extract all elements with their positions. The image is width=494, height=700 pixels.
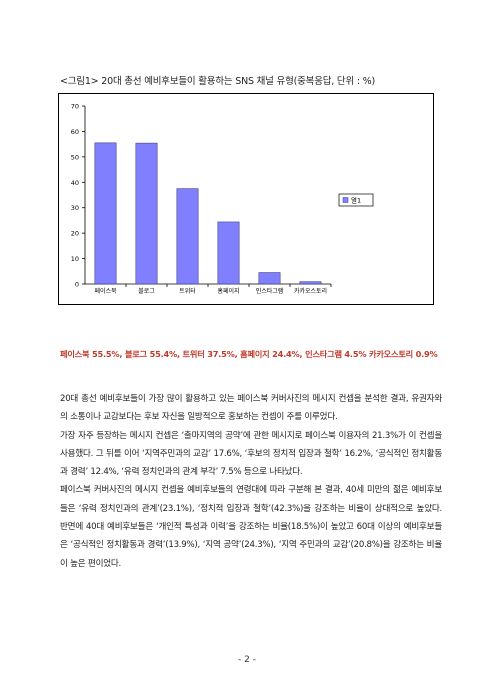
x-tick-label: 블로그 — [138, 288, 155, 295]
y-tick-label: 0 — [75, 281, 79, 289]
y-tick-label: 20 — [71, 230, 79, 238]
page-number: - 2 - — [238, 655, 256, 665]
bar — [176, 188, 199, 285]
legend-swatch — [342, 197, 349, 203]
y-tick-label: 50 — [71, 153, 79, 161]
bar — [299, 281, 322, 285]
highlight-summary: 페이스북 55.5%, 블로그 55.4%, 트위터 37.5%, 홈페이지 2… — [60, 349, 438, 359]
bar-chart: 0 10 20 30 40 50 60 70 페이스북 블로그 트위터 홈페이지 인스타그램 카카오스토리… — [58, 93, 434, 305]
y-tick-label: 10 — [71, 255, 79, 263]
legend-label: 열1 — [351, 197, 361, 205]
bar — [94, 142, 117, 285]
bar — [217, 221, 240, 285]
y-tick-label: 40 — [71, 179, 79, 187]
figure-caption: <그림1> 20대 총선 예비후보들이 활용하는 SNS 채널 유형(중복응답,… — [60, 76, 375, 87]
y-tick-label: 60 — [71, 128, 79, 136]
y-tick-label: 30 — [71, 204, 79, 212]
x-tick-label: 홈페이지 — [217, 287, 239, 295]
body-text: 20대 총선 예비후보들이 가장 많이 활용하고 있는 페이스북 커버사진의 메… — [60, 390, 442, 573]
paragraph-2: 가장 자주 등장하는 메시지 컨셉은 ‘출마지역의 공약’에 관한 메시지로 페… — [60, 430, 442, 478]
x-tick-label: 트위터 — [179, 287, 196, 295]
x-tick-label: 페이스북 — [94, 287, 117, 295]
x-tick-label: 카카오스토리 — [294, 287, 327, 295]
x-tick-label: 인스타그램 — [256, 287, 284, 295]
bar — [135, 142, 158, 285]
chart-svg: 0 10 20 30 40 50 60 70 페이스북 블로그 트위터 홈페이지 인스타그램 카카오스토리… — [71, 103, 374, 295]
paragraph-3: 페이스북 커버사진의 메시지 컨셉을 예비후보들의 연령대에 따라 구분해 본 … — [60, 485, 442, 569]
y-tick-label: 70 — [71, 103, 79, 111]
bar — [258, 272, 281, 285]
legend-box — [338, 193, 374, 207]
paragraph-1: 20대 총선 예비후보들이 가장 많이 활용하고 있는 페이스북 커버사진의 메… — [60, 394, 442, 423]
